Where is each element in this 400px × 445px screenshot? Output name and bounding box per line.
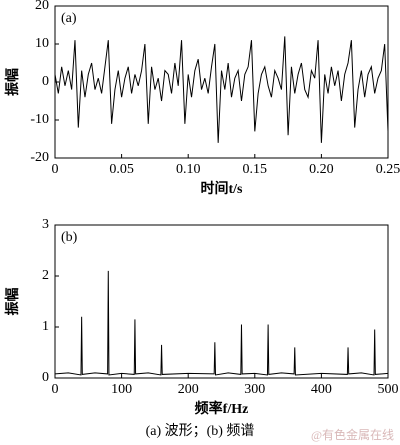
- x-tick-label: 200: [178, 382, 199, 397]
- y-axis-label: 振幅: [4, 68, 21, 96]
- x-tick-label: 0.15: [243, 162, 268, 177]
- x-tick-label: 300: [244, 382, 265, 397]
- plot-frame: [54, 224, 389, 379]
- y-tick-label: 20: [35, 0, 49, 13]
- signal-line: [54, 270, 389, 376]
- x-tick-label: 100: [111, 382, 132, 397]
- x-tick-label: 0: [52, 162, 59, 177]
- x-axis-label: 频率f/Hz: [195, 400, 249, 417]
- caption: (a) 波形；(b) 频谱: [146, 423, 255, 439]
- y-tick-label: 2: [42, 268, 49, 283]
- plot-frame: [54, 5, 389, 159]
- x-tick-label: 0.05: [109, 162, 134, 177]
- y-tick-label: -20: [30, 150, 49, 165]
- x-tick-label: 500: [378, 382, 399, 397]
- x-tick-label: 0: [52, 382, 59, 397]
- watermark: @有色金属在线: [311, 427, 394, 442]
- x-tick-label: 0.20: [309, 162, 334, 177]
- x-axis-label: 时间t/s: [201, 180, 244, 197]
- y-tick-label: 1: [42, 319, 49, 334]
- x-tick-label: 0.10: [176, 162, 201, 177]
- signal-line: [54, 36, 389, 143]
- panel-label: (a): [61, 11, 77, 26]
- y-tick-label: 0: [42, 370, 49, 385]
- y-tick-label: -10: [30, 112, 49, 127]
- x-tick-label: 0.25: [376, 162, 400, 177]
- x-tick-label: 400: [311, 382, 332, 397]
- y-axis-label: 振幅: [4, 288, 21, 316]
- y-tick-label: 0: [42, 74, 49, 89]
- panel-label: (b): [61, 230, 78, 245]
- y-tick-label: 3: [42, 217, 49, 232]
- y-tick-label: 10: [35, 36, 49, 51]
